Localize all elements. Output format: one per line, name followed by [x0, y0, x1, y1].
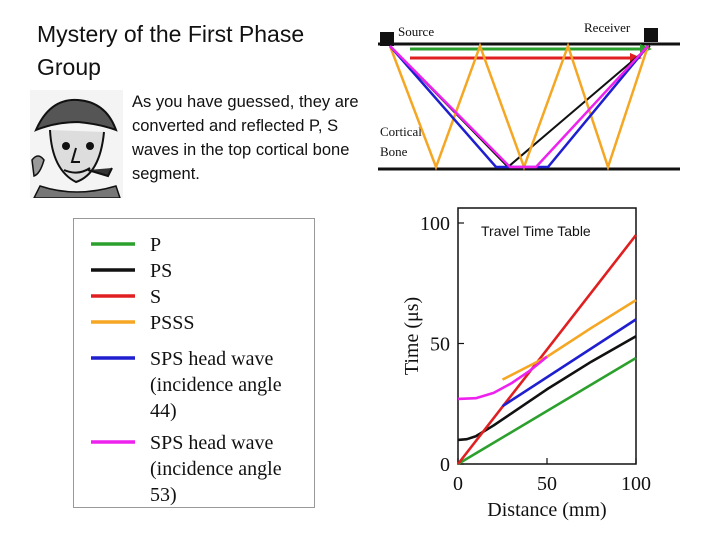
legend-label-1-0: PS	[150, 260, 172, 282]
legend-label-5-0: SPS head wave	[150, 432, 273, 454]
legend-label-4-2: 44)	[150, 400, 177, 422]
series-line-sps-head-wave-44	[501, 318, 637, 408]
x-tick-label-0: 0	[453, 473, 463, 495]
x-tick-label-1: 50	[537, 473, 557, 495]
series-line-s	[456, 234, 638, 465]
legend-label-4-1: (incidence angle	[150, 374, 282, 396]
receiver-label: Receiver	[584, 20, 631, 35]
source-marker	[380, 32, 394, 46]
travel-time-chart: Travel Time Table 0 50 100 0 50 100 Distance …	[401, 207, 651, 521]
legend-label-4-0: SPS head wave	[150, 348, 273, 370]
series-line-p	[457, 356, 637, 466]
path-sps-53	[389, 45, 649, 169]
chart-title: Travel Time Table	[481, 223, 591, 239]
legend: P PS S PSSS SPS head wave (incidence angle 44)…	[73, 218, 315, 508]
y-axis-label: Time (μs)	[401, 297, 423, 375]
legend-label-5-1: (incidence angle	[150, 458, 282, 480]
series-line-sps-head-wave-53	[457, 355, 548, 401]
bone-label-line2: Bone	[380, 144, 408, 159]
x-axis-label: Distance (mm)	[487, 499, 606, 521]
series-line-psss	[501, 299, 637, 381]
slide-body-text: As you have guessed, they are converted …	[132, 93, 359, 183]
x-tick-label-2: 100	[621, 473, 651, 495]
bone-label-line1: Cortical	[380, 124, 422, 139]
detective-portrait-image	[30, 90, 123, 198]
legend-label-5-2: 53)	[150, 484, 177, 506]
y-tick-label-1: 50	[430, 334, 450, 356]
legend-label-3-0: PSSS	[150, 312, 195, 334]
y-tick-label-2: 100	[420, 213, 450, 235]
source-label: Source	[398, 24, 434, 39]
legend-label-2-0: S	[150, 286, 161, 308]
path-psss	[388, 42, 650, 171]
legend-label-0-0: P	[150, 234, 161, 256]
receiver-marker	[644, 28, 658, 42]
slide-title: Mystery of the First Phase Group	[37, 21, 305, 80]
wave-path-diagram: Source Receiver Cortical Bone	[378, 20, 680, 171]
y-tick-label-0: 0	[440, 454, 450, 476]
series-line-ps	[457, 335, 637, 442]
